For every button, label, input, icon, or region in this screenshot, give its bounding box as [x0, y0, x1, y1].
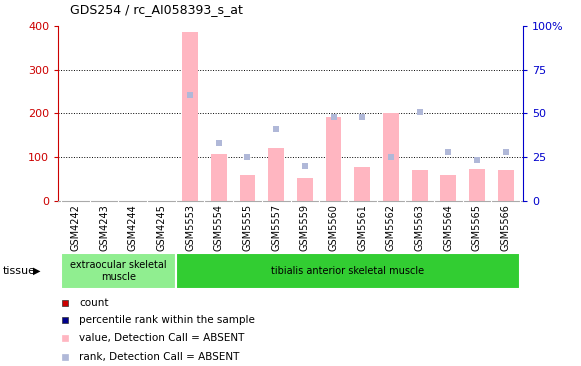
Text: GSM5553: GSM5553 [185, 204, 195, 251]
Text: ▶: ▶ [33, 266, 41, 276]
Text: rank, Detection Call = ABSENT: rank, Detection Call = ABSENT [79, 352, 239, 362]
Bar [211, 154, 227, 201]
Bar [383, 113, 399, 201]
Text: GSM5562: GSM5562 [386, 204, 396, 251]
Text: GSM4242: GSM4242 [70, 204, 80, 251]
Bar [354, 167, 370, 201]
Bar [61, 253, 175, 289]
Text: value, Detection Call = ABSENT: value, Detection Call = ABSENT [79, 333, 245, 343]
Bar [182, 32, 198, 201]
Bar [268, 148, 284, 201]
Text: count: count [79, 298, 109, 308]
Text: GSM5559: GSM5559 [300, 204, 310, 251]
Text: GSM4245: GSM4245 [156, 204, 166, 251]
Bar [297, 179, 313, 201]
Bar [469, 169, 485, 201]
Bar [440, 175, 456, 201]
Text: tissue: tissue [3, 266, 36, 276]
Bar [412, 170, 428, 201]
Text: GSM4243: GSM4243 [99, 204, 109, 251]
Bar [498, 170, 514, 201]
Text: GDS254 / rc_AI058393_s_at: GDS254 / rc_AI058393_s_at [70, 3, 243, 16]
Text: GSM5560: GSM5560 [328, 204, 339, 251]
Text: GSM5555: GSM5555 [242, 204, 253, 251]
Bar [325, 116, 342, 201]
Text: GSM5561: GSM5561 [357, 204, 367, 251]
Text: tibialis anterior skeletal muscle: tibialis anterior skeletal muscle [271, 266, 425, 276]
Text: GSM5554: GSM5554 [214, 204, 224, 251]
Bar [175, 253, 520, 289]
Text: extraocular skeletal
muscle: extraocular skeletal muscle [70, 260, 167, 282]
Text: GSM5557: GSM5557 [271, 204, 281, 251]
Text: GSM4244: GSM4244 [128, 204, 138, 251]
Text: GSM5566: GSM5566 [501, 204, 511, 251]
Bar [239, 175, 256, 201]
Text: GSM5564: GSM5564 [443, 204, 453, 251]
Text: GSM5565: GSM5565 [472, 204, 482, 251]
Text: percentile rank within the sample: percentile rank within the sample [79, 315, 255, 325]
Text: GSM5563: GSM5563 [415, 204, 425, 251]
